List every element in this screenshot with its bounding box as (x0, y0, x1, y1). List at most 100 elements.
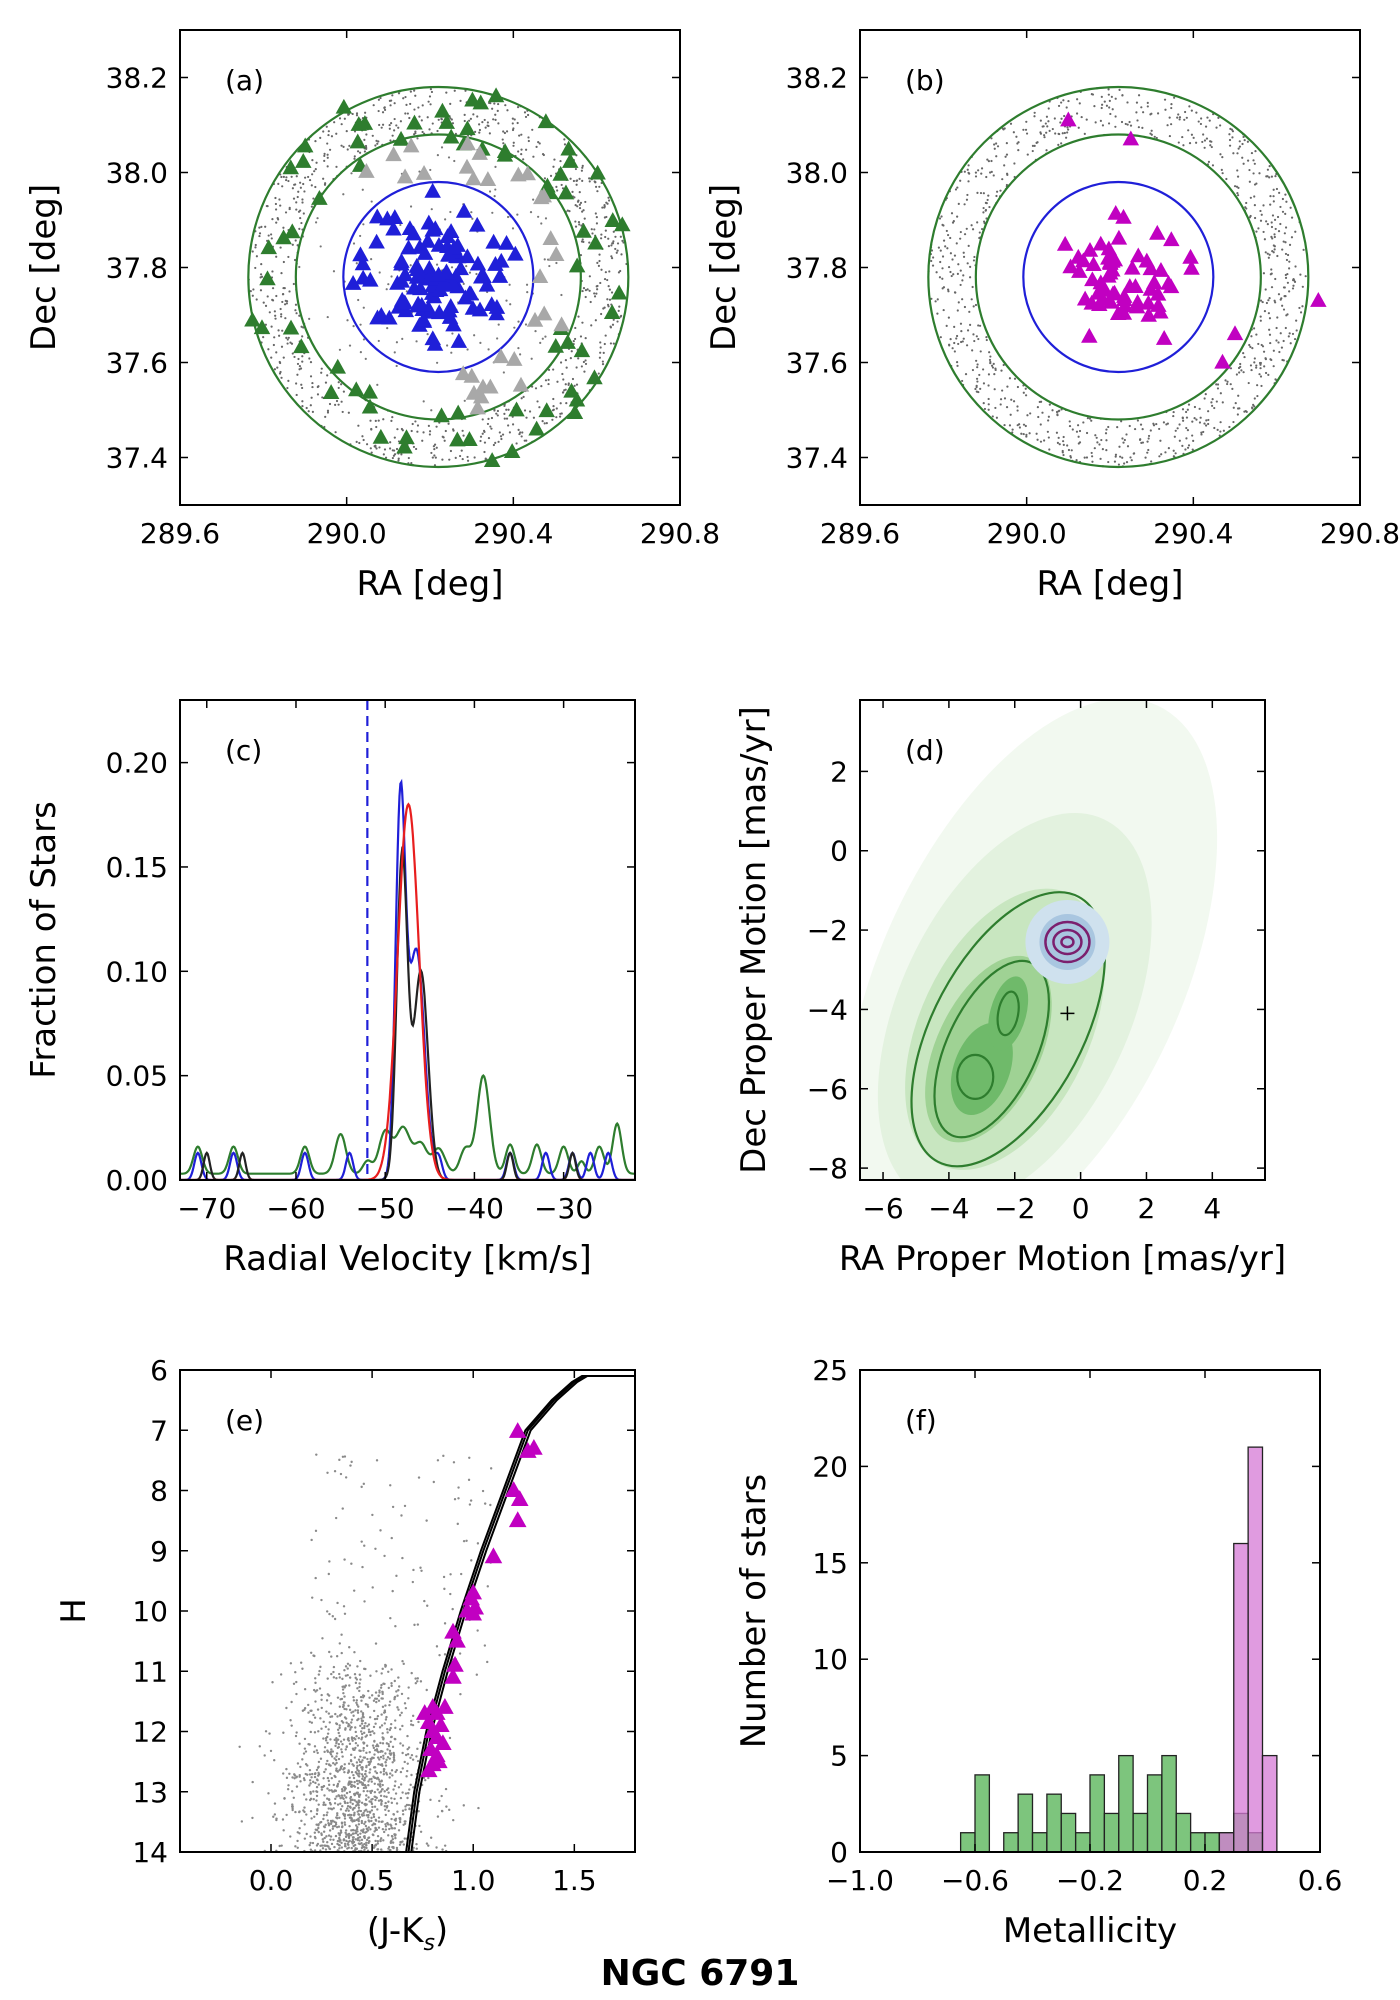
field-dot (353, 1849, 357, 1852)
x-tick-label: −60 (266, 1192, 325, 1225)
field-dot (379, 1839, 382, 1843)
field-dot (401, 1809, 405, 1812)
field-dot (357, 1842, 361, 1845)
field-dot (340, 1633, 343, 1636)
field-dot (329, 1819, 333, 1823)
non-member-triangle (358, 162, 375, 178)
field-dot (443, 1587, 446, 1591)
field-dot (350, 1780, 353, 1784)
field-dot (409, 1723, 413, 1726)
field-dot (961, 379, 964, 383)
field-dot (600, 233, 603, 236)
field-dot (1252, 159, 1255, 162)
field-dot (393, 129, 396, 132)
field-dot (294, 1734, 298, 1738)
y-tick-label: 6 (150, 1354, 168, 1387)
field-dot (452, 429, 455, 432)
field-dot (408, 1807, 411, 1811)
field-dot (378, 1691, 381, 1694)
field-dot (1065, 136, 1068, 139)
field-dot (340, 123, 343, 126)
field-dot (295, 393, 298, 397)
field-dot (387, 1670, 390, 1674)
field-dot (346, 1805, 350, 1808)
y-tick-label: 12 (132, 1716, 168, 1749)
field-dots (238, 1453, 493, 1852)
field-dot (1012, 131, 1015, 134)
field-dot (413, 108, 416, 111)
field-dot (378, 1782, 382, 1786)
field-dot (1076, 424, 1080, 427)
member-triangle (436, 1698, 454, 1714)
field-dot (993, 388, 996, 391)
field-dot (343, 1844, 347, 1848)
x-axis-label: Metallicity (1003, 1911, 1177, 1951)
field-dot (355, 1761, 359, 1764)
field-dot (296, 1762, 300, 1765)
field-dot (352, 1589, 356, 1592)
field-dot (1288, 332, 1291, 335)
field-dot (1210, 140, 1213, 143)
field-dot (251, 294, 254, 297)
field-dot (1170, 123, 1173, 126)
field-dot (1107, 425, 1110, 429)
field-dot (1162, 421, 1166, 424)
field-dot (1259, 315, 1262, 318)
field-dot (356, 1833, 360, 1837)
field-dot (526, 113, 530, 117)
field-dot (373, 1717, 377, 1721)
field-dot (343, 1701, 346, 1704)
field-dot (334, 431, 337, 434)
field-dot (289, 1662, 293, 1665)
field-dot (309, 1809, 313, 1813)
field-dot (414, 1682, 418, 1685)
field-dot (394, 1770, 397, 1774)
field-dot (985, 175, 988, 179)
field-dot (287, 179, 290, 183)
field-dot (584, 359, 587, 362)
field-dot (1269, 341, 1272, 345)
field-dot (330, 1655, 333, 1658)
field-dot (1058, 409, 1061, 412)
field-dot (323, 1836, 326, 1840)
histogram-bar-members (1233, 1542, 1249, 1852)
field-dot (607, 285, 610, 288)
field-dot (271, 298, 274, 301)
field-dot (1185, 437, 1188, 440)
field-dot (584, 362, 588, 366)
field-dot (295, 382, 298, 385)
field-dot (360, 1710, 363, 1713)
y-tick-label: 9 (150, 1535, 168, 1568)
field-dot (959, 283, 962, 287)
field-dot (309, 404, 312, 407)
field-dot (1126, 123, 1129, 126)
field-dot (1003, 164, 1006, 167)
non-member-triangle (459, 135, 476, 151)
field-dot (323, 1770, 326, 1774)
field-dot (1147, 434, 1151, 438)
field-dot (619, 235, 622, 238)
field-dot (384, 1718, 388, 1721)
field-dot (459, 1692, 462, 1696)
field-dot (1085, 431, 1089, 435)
field-dot (375, 1717, 379, 1721)
field-dot (258, 226, 261, 229)
field-dot (415, 340, 418, 343)
field-dot (1243, 355, 1246, 359)
field-dot (357, 1806, 361, 1810)
field-dot (329, 1702, 333, 1705)
field-dot (1085, 456, 1089, 459)
field-dot (1158, 427, 1161, 431)
field-dot (1248, 343, 1251, 347)
background-triangle (472, 94, 489, 110)
field-dot (397, 126, 400, 129)
y-tick-label: 11 (132, 1655, 168, 1688)
field-dot (999, 403, 1002, 406)
non-member-triangle (469, 399, 486, 415)
histogram-bar-members (1247, 1446, 1264, 1852)
field-dot (1271, 249, 1274, 253)
field-dot (382, 1830, 386, 1834)
field-dot (326, 1693, 330, 1696)
field-dot (372, 1725, 376, 1729)
